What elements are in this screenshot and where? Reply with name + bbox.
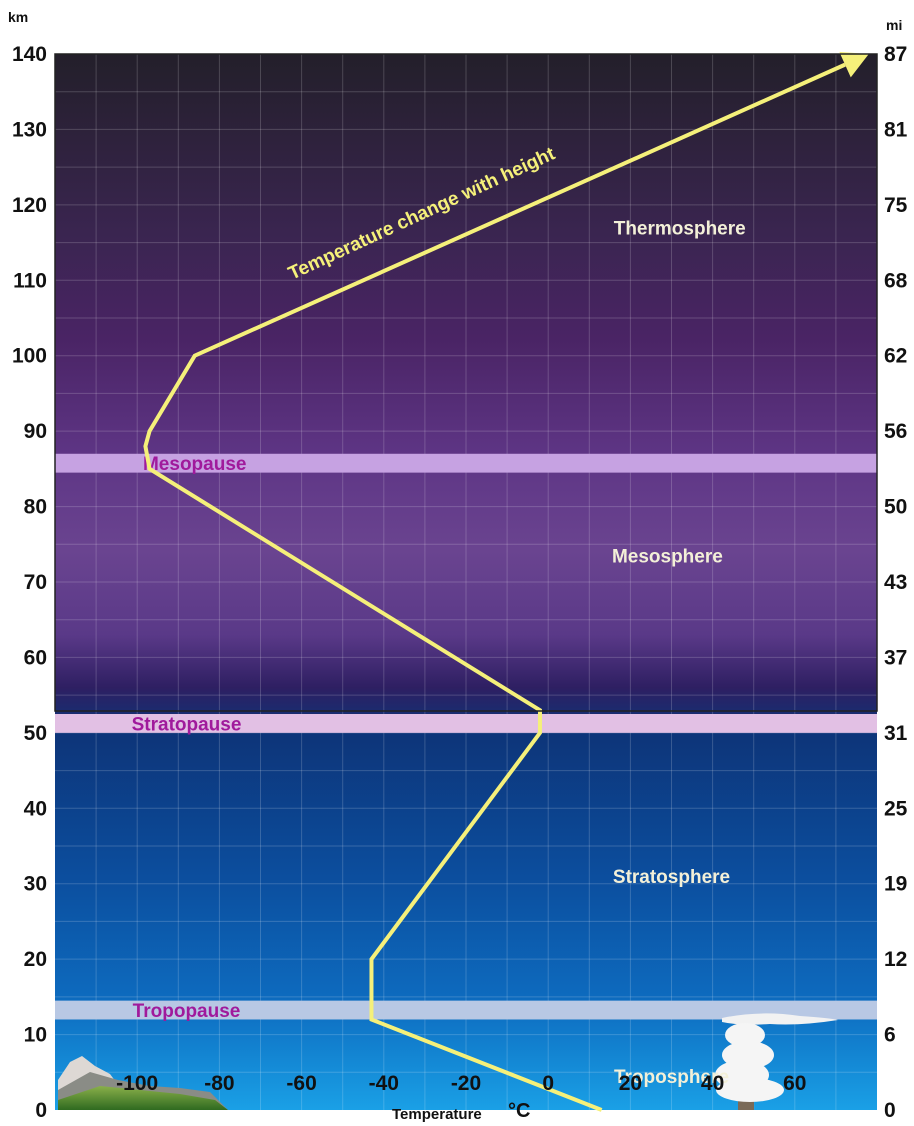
grid: [55, 54, 877, 1110]
y-tick-label-right: 0: [884, 1099, 896, 1122]
y-tick-label-right: 19: [884, 873, 907, 896]
pause-label: Tropopause: [133, 1001, 241, 1022]
layer-label: Troposphere: [614, 1067, 729, 1088]
layer-label: Stratosphere: [613, 867, 730, 888]
x-tick-label: -100: [116, 1072, 158, 1095]
y-tick-label-right: 56: [884, 420, 907, 443]
y-tick-label-right: 50: [884, 496, 907, 519]
temperature-arrowhead: [839, 51, 869, 78]
cloud-puff: [725, 1023, 765, 1047]
right-axis-unit: mi: [886, 17, 902, 33]
x-tick-label: -40: [369, 1072, 399, 1095]
y-tick-label-right: 87: [884, 43, 907, 66]
x-tick-label: 40: [701, 1072, 724, 1095]
y-tick-label-right: 62: [884, 345, 907, 368]
plot-background: [55, 54, 877, 1110]
y-tick-label-right: 25: [884, 797, 908, 820]
y-tick-label-right: 43: [884, 571, 907, 594]
y-tick-label-left: 100: [12, 345, 47, 368]
y-tick-label-left: 120: [12, 194, 47, 217]
x-tick-label: -60: [286, 1072, 316, 1095]
cloud-puff: [716, 1078, 784, 1102]
x-tick-label: -80: [204, 1072, 234, 1095]
mountains-illustration: [58, 1056, 228, 1110]
y-tick-label-right: 6: [884, 1024, 896, 1047]
y-tick-label-left: 70: [24, 571, 47, 594]
temperature-profile-line: [143, 62, 846, 1112]
y-tick-label-right: 81: [884, 118, 908, 141]
pause-label: Stratopause: [132, 714, 242, 735]
y-tick-label-left: 40: [24, 797, 47, 820]
pause-band: [55, 714, 877, 733]
y-tick-label-left: 110: [13, 269, 47, 292]
y-tick-label-left: 60: [24, 646, 47, 669]
pause-band: [55, 1000, 877, 1020]
y-tick-label-right: 75: [884, 194, 908, 217]
pause-bands: Tropopause Stratopause Mesopause: [55, 453, 877, 1022]
y-tick-label-right: 68: [884, 269, 908, 292]
cloud-anvil: [722, 1013, 838, 1025]
x-axis-label: Temperature: [392, 1106, 482, 1123]
y-tick-label-right: 37: [884, 646, 907, 669]
y-tick-label-right: 12: [884, 948, 907, 971]
y-tick-label-left: 90: [24, 420, 47, 443]
y-tick-label-left: 0: [35, 1099, 47, 1122]
x-axis-ticks: -100 -80 -60 -40 -20 0 20 40 60: [116, 1072, 806, 1095]
y-tick-label-right: 31: [884, 722, 908, 745]
x-tick-label: -20: [451, 1072, 481, 1095]
y-tick-label-left: 140: [12, 43, 47, 66]
storm-cloud-illustration: [715, 1013, 838, 1110]
layer-label: Thermosphere: [614, 218, 746, 239]
y-tick-label-left: 80: [24, 496, 47, 519]
pause-label: Mesopause: [143, 454, 246, 475]
y-tick-label-left: 20: [24, 948, 47, 971]
hills: [58, 1086, 228, 1110]
y-tick-label-left: 30: [24, 873, 47, 896]
x-tick-label: 0: [542, 1072, 554, 1095]
x-tick-label: 20: [619, 1072, 642, 1095]
y-tick-label-left: 10: [24, 1024, 47, 1047]
right-axis-ticks: 0 6 12 19 25 31 37 43 50 56 62 68 75 81 87: [884, 43, 908, 1122]
pause-band: [55, 453, 877, 473]
plot-frame: [54, 53, 878, 712]
y-tick-label-left: 130: [12, 118, 47, 141]
layer-label: Mesosphere: [612, 547, 723, 568]
x-axis-unit: °C: [508, 1100, 530, 1122]
left-axis-unit: km: [8, 9, 28, 25]
left-axis-ticks: 0 10 20 30 40 50 60 70 80 90 100 110 120 130 140: [12, 43, 47, 1122]
y-tick-label-left: 50: [24, 722, 47, 745]
x-tick-label: 60: [783, 1072, 806, 1095]
layer-labels: Troposphere Stratosphere Mesosphere Thermos…: [612, 218, 746, 1088]
